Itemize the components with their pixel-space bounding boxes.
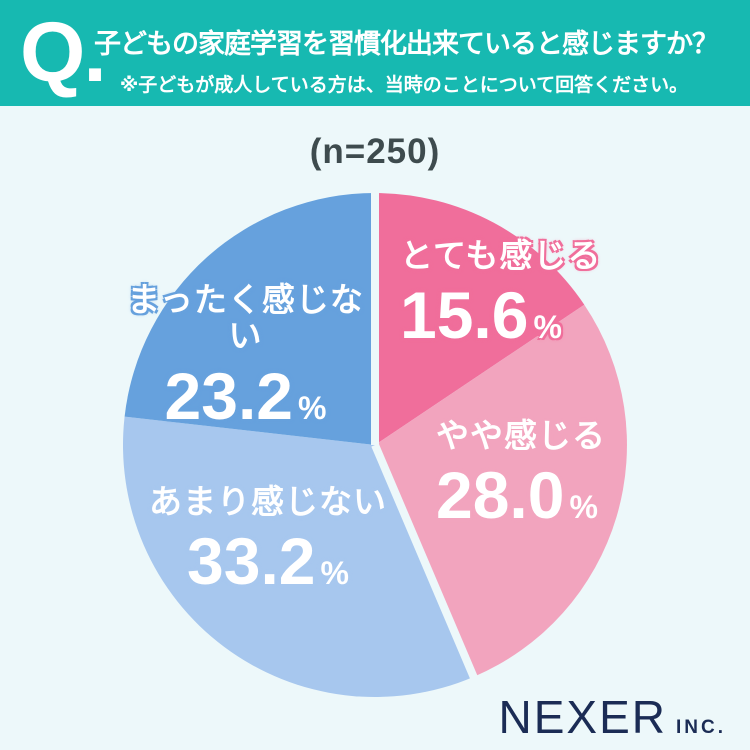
question-subtitle: ※子どもが成人している方は、当時のことについて回答ください。 <box>119 75 689 96</box>
percent-sign: % <box>533 309 562 346</box>
slice-value: 33.2% <box>187 524 349 599</box>
slice-category: やや感じる <box>436 417 606 454</box>
slice-value: 15.6% <box>400 278 562 353</box>
slice-label-amari-kanjinai: あまり感じない 33.2% <box>148 483 388 599</box>
slice-category: あまり感じない <box>149 483 387 520</box>
question-title: 子どもの家庭学習を習慣化出来ていると感じますか？ <box>94 29 719 59</box>
percent-sign: % <box>320 555 349 592</box>
logo-suffix: INC. <box>676 717 726 738</box>
q-mark: Q. <box>20 5 107 99</box>
slice-category: とても感じる <box>400 237 602 274</box>
slice-label-mattaku-kanjinai: まったく感じない 23.2% <box>118 281 373 433</box>
percent-sign: % <box>298 389 327 426</box>
nexer-logo: NEXER INC. <box>499 690 726 744</box>
logo-name: NEXER <box>498 691 667 743</box>
percent-sign: % <box>569 489 598 526</box>
slice-value: 28.0% <box>436 458 598 533</box>
pie-slice-0 <box>375 193 585 445</box>
pie-slice-3 <box>124 193 375 445</box>
sample-size-note: (n=250) <box>309 132 441 171</box>
slice-category: まったく感じない <box>127 281 364 355</box>
slice-label-yaya-kanjiru: やや感じる 28.0% <box>436 417 606 533</box>
question-header: Q. 子どもの家庭学習を習慣化出来ていると感じますか？ ※子どもが成人している方… <box>0 0 750 106</box>
slice-value: 23.2% <box>164 358 327 433</box>
pie-slice-2 <box>122 416 474 697</box>
slice-label-totemo-kanjiru: とても感じる 15.6% <box>400 237 602 353</box>
slice-divider <box>371 443 481 686</box>
